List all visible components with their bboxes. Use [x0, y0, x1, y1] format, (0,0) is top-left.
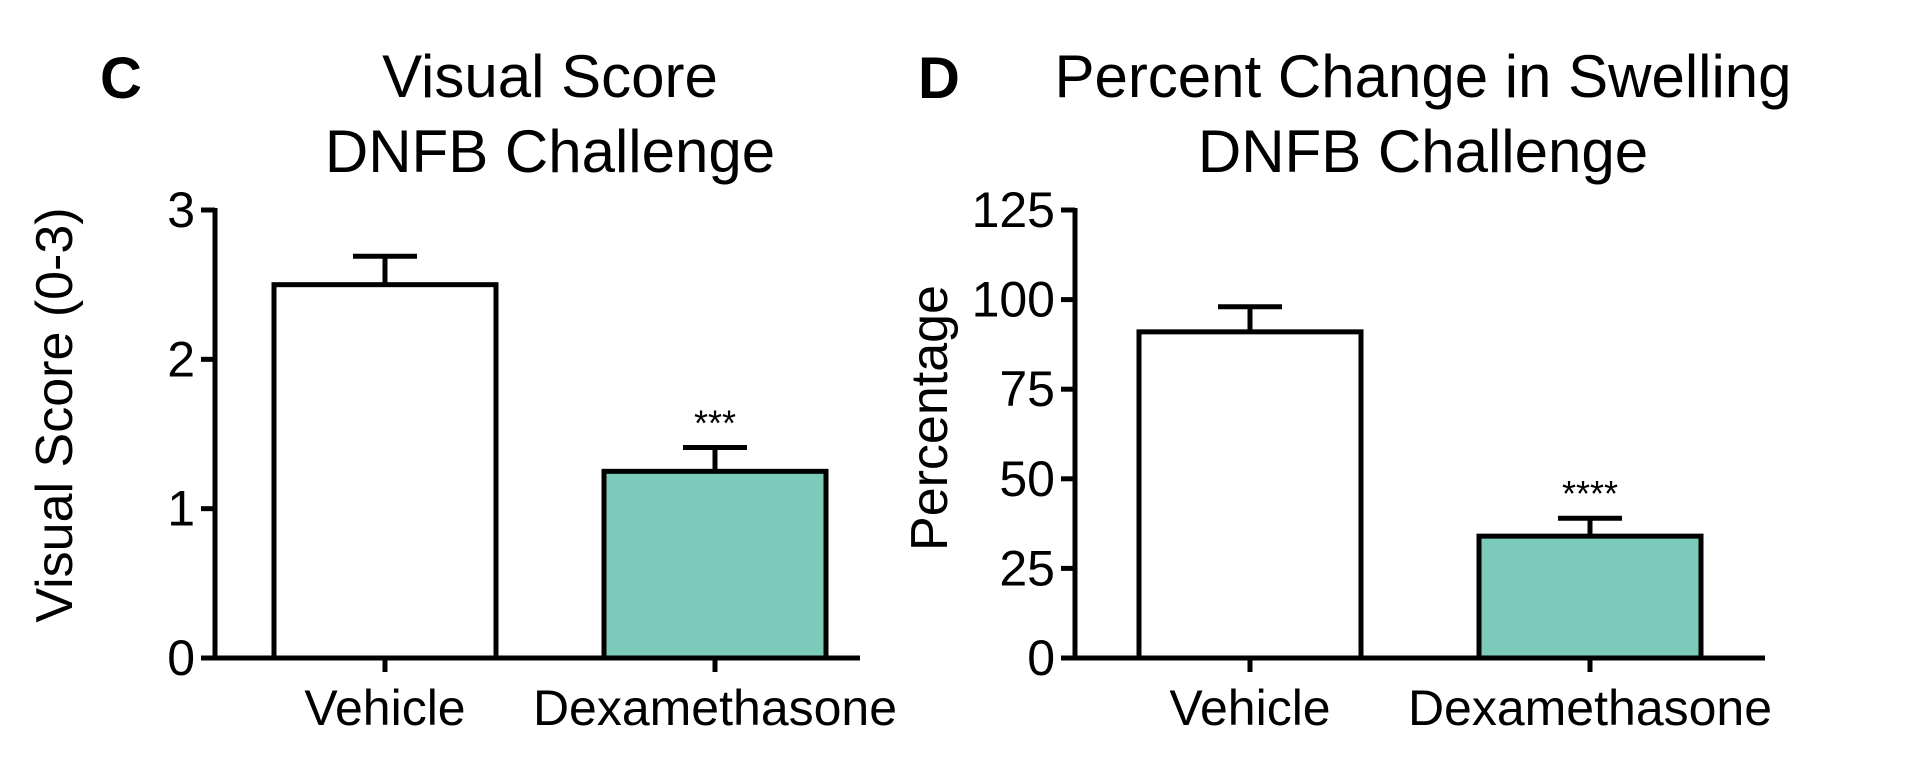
chart-c-bar-1 — [271, 282, 499, 661]
chart-c-category-label: Dexamethasone — [533, 680, 897, 736]
chart-c-significance-marker: *** — [694, 402, 736, 443]
chart-c-category-label: Vehicle — [304, 680, 465, 736]
chart-c-bar-2 — [601, 468, 829, 661]
chart-d-bar-2 — [1476, 533, 1704, 661]
chart-c-title-line-1: Visual Score — [382, 43, 718, 110]
chart-c-y-tick-label: 1 — [167, 481, 195, 537]
chart-d-y-tick-label: 25 — [999, 540, 1055, 596]
chart-d-plot: 0 25 50 75 100 125 Vehicle Dexamethasone **** — [972, 182, 1773, 736]
chart-c-y-axis-label: Visual Score (0-3) — [26, 207, 84, 622]
chart-d-y-tick-label: 125 — [972, 182, 1055, 238]
chart-d-title-line-2: DNFB Challenge — [1198, 118, 1648, 185]
chart-d-category-label: Dexamethasone — [1408, 680, 1772, 736]
panel-letter-c: C — [100, 46, 142, 111]
chart-c-y-tick-label: 2 — [167, 331, 195, 387]
panel-letter-d: D — [918, 46, 960, 111]
chart-d-y-tick-label: 100 — [972, 272, 1055, 328]
chart-d-significance-marker: **** — [1562, 473, 1618, 514]
chart-d-title-line-1: Percent Change in Swelling — [1054, 43, 1791, 110]
chart-d-bar-1 — [1136, 329, 1364, 661]
chart-c-title-line-2: DNFB Challenge — [325, 118, 775, 185]
chart-d-category-label: Vehicle — [1169, 680, 1330, 736]
chart-c-plot: 0 1 2 3 Vehicle Dexamethasone *** — [167, 182, 897, 736]
chart-d-y-tick-label: 0 — [1027, 630, 1055, 686]
chart-c-y-tick-label: 0 — [167, 630, 195, 686]
chart-d-y-tick-label: 50 — [999, 451, 1055, 507]
chart-d-y-tick-label: 75 — [999, 361, 1055, 417]
chart-d-y-axis-label: Percentage — [901, 285, 959, 551]
chart-c-y-tick-label: 3 — [167, 182, 195, 238]
